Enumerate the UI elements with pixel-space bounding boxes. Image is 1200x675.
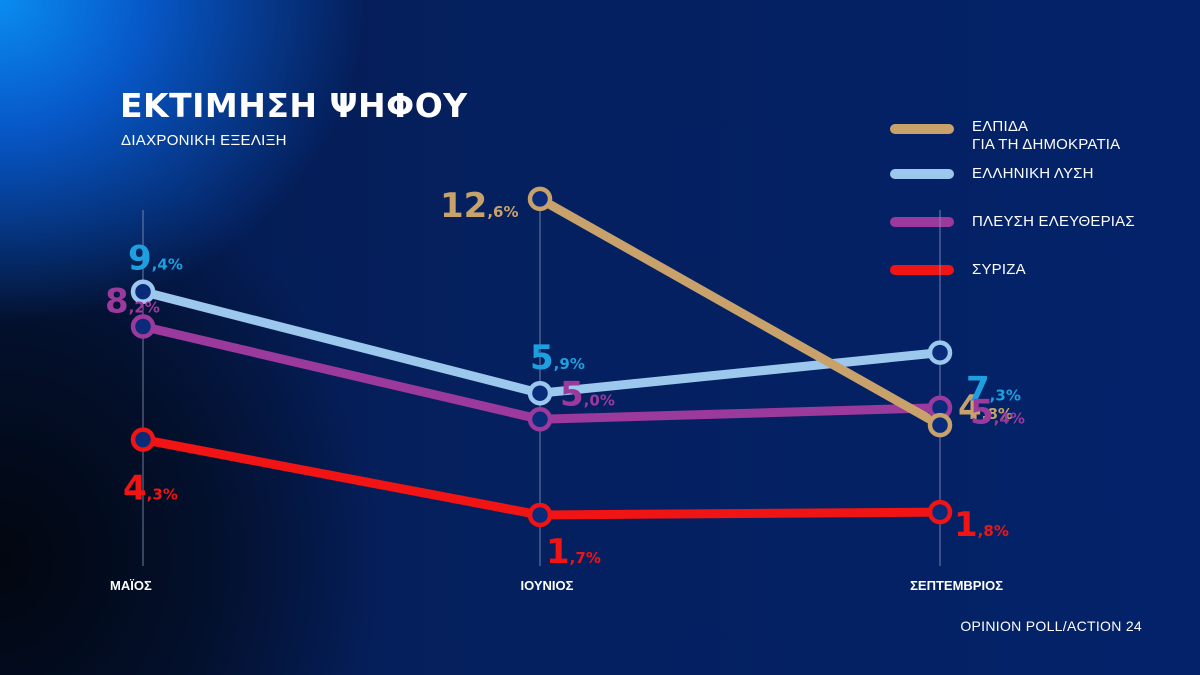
series-2-point-1: [527, 407, 553, 432]
legend-label-plefsi: ΠΛΕΥΣΗ ΕΛΕΥΘΕΡΙΑΣ: [972, 213, 1135, 230]
legend-swatch-plefsi: [890, 217, 954, 227]
series-3-data-label-1: 1,7%: [546, 532, 601, 572]
chart-subtitle: ΔΙΑΧΡΟΝΙΚΗ ΕΞΕΛΙΞΗ: [121, 132, 287, 149]
series-3-point-2: [927, 499, 953, 525]
x-tick-label-μαϊος: ΜΑΪΟΣ: [110, 578, 152, 593]
series-1-point-1: [527, 380, 553, 406]
series-2-data-label-1: 5,0%: [560, 374, 615, 414]
legend-label-syriza: ΣΥΡΙΖΑ: [972, 261, 1026, 278]
series-3-point-0: [130, 427, 156, 452]
x-tick-label-σεπτεμβριος: ΣΕΠΤΕΜΒΡΙΟΣ: [910, 578, 1003, 593]
series-2-point-0: [130, 314, 156, 339]
series-2-data-label-2: 5,4%: [970, 393, 1025, 433]
series-3-point-1: [527, 502, 553, 528]
series-1-point-2: [927, 340, 953, 365]
series-line-0: [535, 194, 945, 430]
legend-label-elliniki-lysi: ΕΛΛΗΝΙΚΗ ΛΥΣΗ: [972, 165, 1094, 182]
legend-swatch-elliniki-lysi: [890, 169, 954, 179]
series-1-data-label-2: 7,3%: [966, 370, 1021, 410]
series-1-data-label-0: 9,4%: [128, 239, 183, 279]
series-0-data-label-1: 12,6%: [440, 186, 519, 226]
source-credit: OPINION POLL/ACTION 24: [960, 618, 1142, 634]
legend-swatch-elpida: [890, 124, 954, 134]
series-3-data-label-2: 1,8%: [954, 505, 1009, 545]
series-0-point-1: [527, 186, 553, 212]
series-1-data-label-1: 5,9%: [530, 338, 585, 378]
legend-swatch-syriza: [890, 265, 954, 275]
chart-title: ΕΚΤΙΜΗΣΗ ΨΗΦΟΥ: [120, 86, 468, 125]
legend-label-elpida: ΕΛΠΙΔΑ ΓΙΑ ΤΗ ΔΗΜΟΚΡΑΤΙΑ: [972, 118, 1121, 153]
series-3-data-label-0: 4,3%: [123, 469, 178, 509]
series-0-point-2: [927, 412, 953, 438]
series-2-data-label-0: 8,2%: [105, 282, 160, 322]
series-1-point-0: [130, 279, 156, 304]
series-0-data-label-2: 4,8%: [958, 388, 1013, 428]
x-tick-label-ιουνιος: ΙΟΥΝΙΟΣ: [521, 578, 574, 593]
